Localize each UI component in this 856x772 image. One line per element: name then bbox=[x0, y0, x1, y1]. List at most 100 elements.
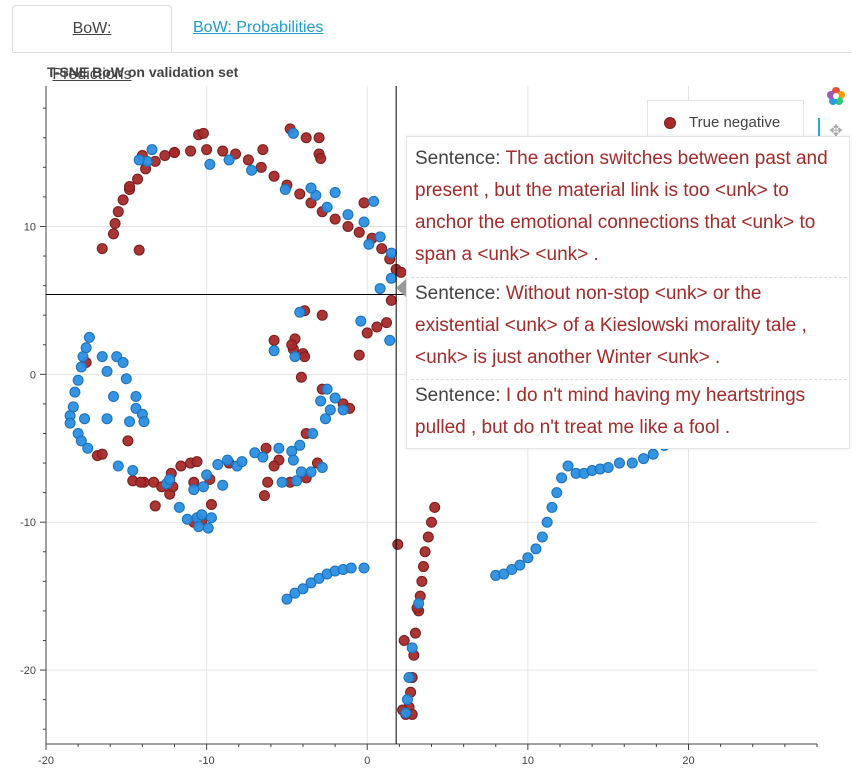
data-point-true-positive bbox=[96, 351, 108, 363]
data-point-true-positive bbox=[107, 391, 119, 403]
data-point-true-negative bbox=[132, 173, 144, 185]
data-point-true-negative bbox=[175, 460, 187, 472]
data-point-true-positive bbox=[246, 164, 258, 176]
data-point-true-positive bbox=[64, 417, 76, 429]
data-point-true-negative bbox=[135, 476, 147, 488]
data-point-true-positive bbox=[222, 454, 234, 466]
data-point-true-positive bbox=[75, 435, 87, 447]
data-point-true-positive bbox=[257, 451, 269, 463]
data-point-true-negative bbox=[395, 266, 407, 278]
data-point-true-negative bbox=[268, 170, 280, 182]
data-point-true-positive bbox=[345, 562, 357, 574]
tooltip-field-label: Sentence: bbox=[415, 385, 506, 406]
data-point-true-positive bbox=[297, 583, 309, 595]
data-point-true-negative bbox=[122, 435, 134, 447]
x-tick-label: -10 bbox=[199, 755, 215, 767]
bokeh-logo-icon[interactable] bbox=[826, 86, 846, 106]
data-point-true-positive bbox=[363, 238, 375, 250]
data-point-true-positive bbox=[201, 469, 213, 481]
data-point-true-negative bbox=[109, 218, 121, 230]
tooltip-sentence: Without non-stop <unk> or the existentia… bbox=[415, 283, 807, 368]
data-point-true-positive bbox=[401, 694, 413, 706]
data-point-true-negative bbox=[201, 144, 213, 156]
data-point-true-positive bbox=[79, 413, 91, 425]
data-point-true-positive bbox=[305, 466, 317, 478]
y-tick-label: -10 bbox=[20, 517, 36, 529]
data-point-true-negative bbox=[286, 339, 298, 351]
plot-title: T-SNE BoW on validation set bbox=[47, 64, 239, 80]
data-point-true-positive bbox=[551, 487, 563, 499]
data-point-true-positive bbox=[268, 345, 280, 357]
tooltip-separator bbox=[411, 379, 847, 380]
data-point-true-negative bbox=[149, 500, 161, 512]
data-point-true-positive bbox=[279, 184, 291, 196]
data-point-true-positive bbox=[321, 201, 333, 213]
data-point-true-positive bbox=[217, 479, 229, 491]
x-tick-label: -20 bbox=[38, 755, 54, 767]
data-point-true-negative bbox=[107, 228, 119, 240]
data-point-true-positive bbox=[384, 334, 396, 346]
tab-divider bbox=[12, 52, 852, 53]
data-point-true-positive bbox=[514, 559, 526, 571]
data-point-true-positive bbox=[173, 501, 185, 513]
data-point-true-positive bbox=[223, 154, 235, 166]
data-point-true-negative bbox=[299, 351, 311, 363]
data-point-true-positive bbox=[124, 416, 136, 428]
tab-bar: BoW: Predictions BoW: Probabilities bbox=[12, 5, 852, 83]
data-point-true-positive bbox=[295, 466, 307, 478]
data-point-true-negative bbox=[416, 575, 428, 587]
tooltip-entry: Sentence: Without non-stop <unk> or the … bbox=[415, 278, 845, 374]
pan-icon[interactable]: ✥ bbox=[829, 123, 843, 140]
data-point-true-positive bbox=[400, 707, 412, 719]
data-point-true-positive bbox=[112, 460, 124, 472]
data-point-true-positive bbox=[647, 448, 659, 460]
data-point-true-negative bbox=[268, 334, 280, 346]
legend-swatch-true-negative bbox=[664, 117, 676, 129]
data-point-true-positive bbox=[127, 464, 139, 476]
data-point-true-negative bbox=[313, 132, 325, 144]
data-point-true-positive bbox=[562, 460, 574, 472]
y-tick-label: 10 bbox=[24, 221, 36, 233]
data-point-true-positive bbox=[413, 598, 425, 610]
tooltip-separator bbox=[411, 277, 847, 278]
tooltip-arrow bbox=[396, 279, 406, 297]
data-point-true-negative bbox=[385, 294, 397, 306]
data-point-true-positive bbox=[202, 522, 214, 534]
data-point-true-negative bbox=[294, 188, 306, 200]
data-point-true-negative bbox=[185, 145, 197, 157]
data-point-true-positive bbox=[385, 247, 397, 259]
tooltip-sentence: The action switches between past and pre… bbox=[415, 148, 828, 265]
data-point-true-negative bbox=[159, 149, 171, 161]
data-point-true-positive bbox=[236, 456, 248, 468]
data-point-true-negative bbox=[117, 194, 129, 206]
data-point-true-negative bbox=[392, 538, 404, 550]
data-point-true-negative bbox=[268, 460, 280, 472]
data-point-true-negative bbox=[169, 147, 180, 159]
data-point-true-positive bbox=[289, 351, 301, 363]
data-point-true-negative bbox=[255, 161, 267, 173]
data-point-true-positive bbox=[315, 395, 327, 407]
data-point-true-positive bbox=[188, 484, 200, 496]
data-point-true-negative bbox=[358, 197, 370, 209]
data-point-true-positive bbox=[72, 374, 84, 386]
data-point-true-positive bbox=[305, 182, 317, 194]
tab-bow-predictions[interactable]: BoW: Predictions bbox=[12, 5, 172, 83]
data-point-true-positive bbox=[541, 516, 553, 528]
tab-bow-probabilities[interactable]: BoW: Probabilities bbox=[193, 19, 324, 36]
data-point-true-positive bbox=[101, 365, 113, 377]
data-point-true-negative bbox=[353, 349, 365, 361]
data-point-true-positive bbox=[193, 521, 205, 533]
data-point-true-negative bbox=[295, 371, 307, 383]
data-point-true-negative bbox=[197, 127, 209, 139]
x-tick-label: 20 bbox=[682, 755, 694, 767]
data-point-true-negative bbox=[258, 490, 270, 502]
data-point-true-positive bbox=[368, 195, 380, 207]
data-point-true-positive bbox=[138, 416, 150, 428]
data-point-true-positive bbox=[536, 531, 548, 543]
data-point-true-positive bbox=[101, 413, 113, 425]
data-point-true-negative bbox=[376, 243, 388, 255]
data-point-true-negative bbox=[96, 448, 108, 460]
data-point-true-positive bbox=[204, 158, 216, 170]
data-point-true-negative bbox=[217, 145, 229, 157]
